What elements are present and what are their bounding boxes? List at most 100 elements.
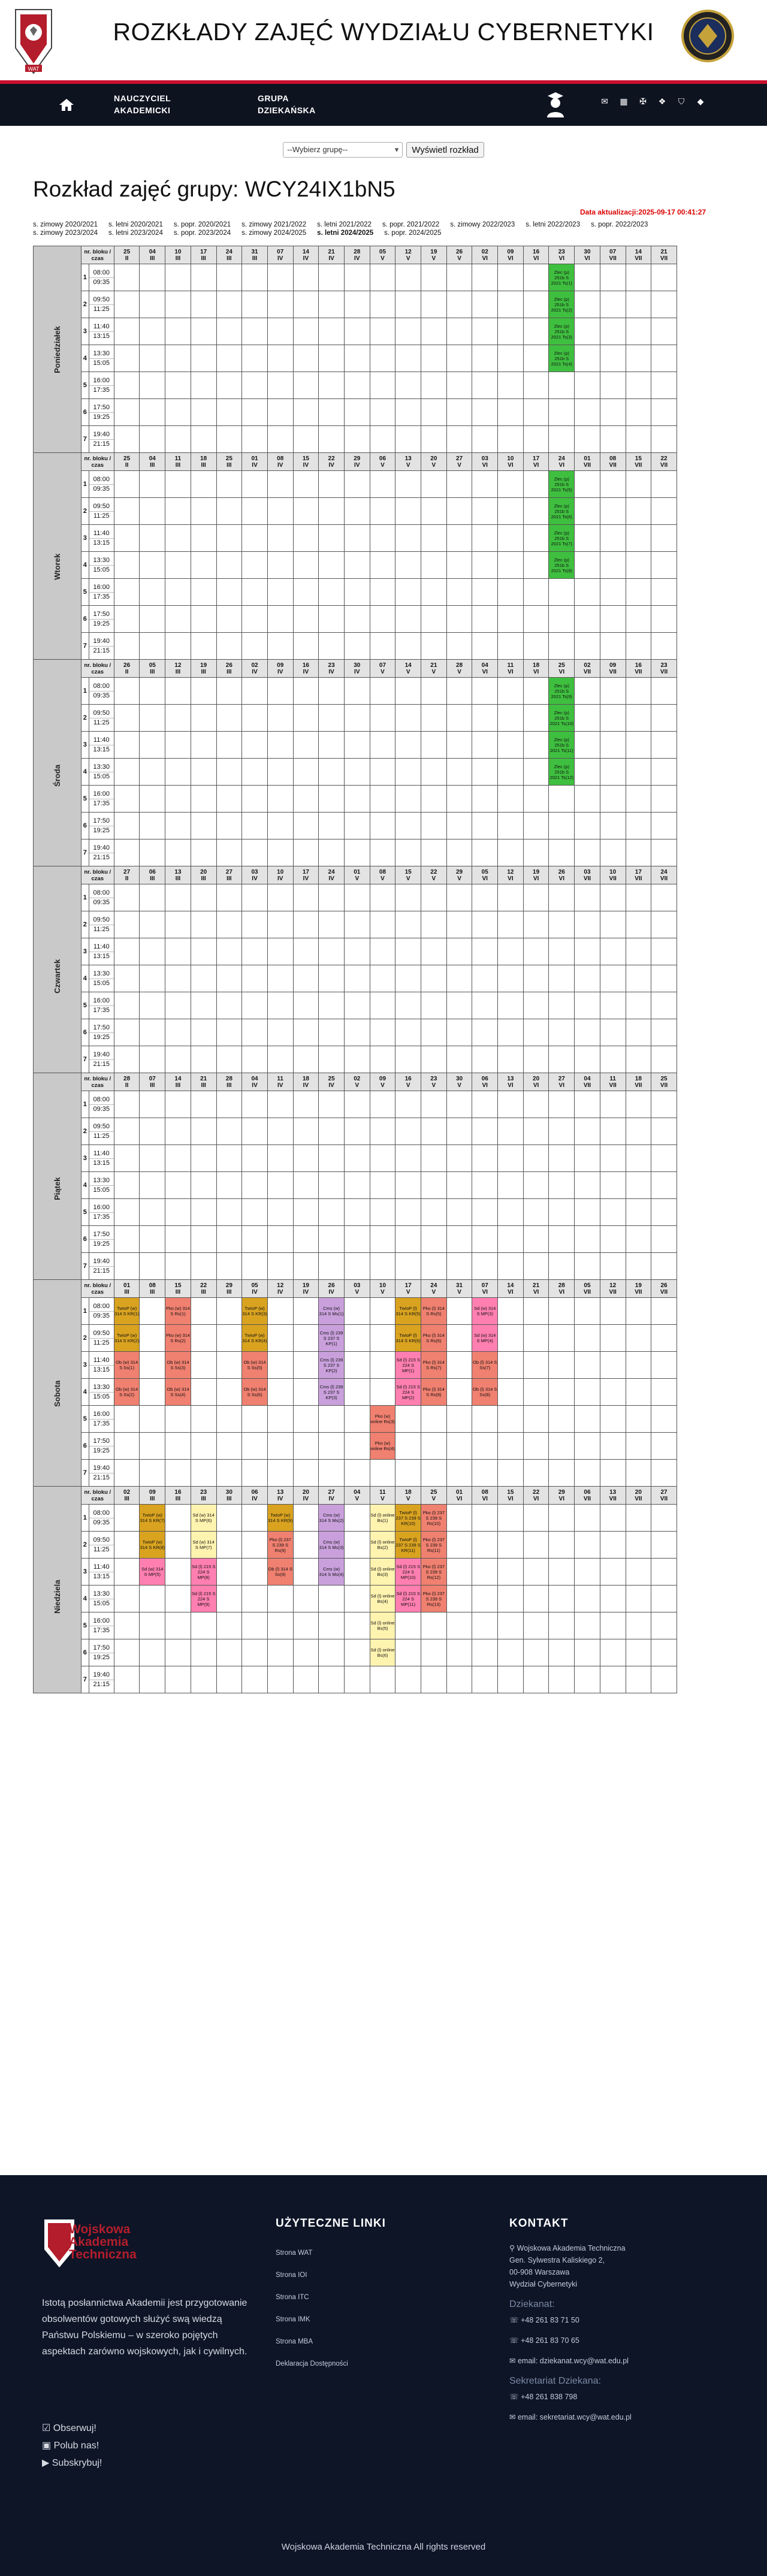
schedule-cell[interactable] bbox=[625, 291, 652, 318]
schedule-cell[interactable] bbox=[165, 264, 191, 291]
schedule-cell[interactable] bbox=[599, 264, 626, 291]
schedule-cell[interactable]: TwIoP (l) 314 S KR(6) bbox=[395, 1324, 421, 1352]
schedule-cell[interactable] bbox=[599, 497, 626, 525]
schedule-cell[interactable] bbox=[165, 551, 191, 579]
schedule-cell[interactable] bbox=[548, 1019, 575, 1046]
schedule-cell[interactable]: Ob (l) 314 S Ss(7) bbox=[472, 1351, 499, 1379]
schedule-cell[interactable] bbox=[395, 578, 421, 606]
schedule-cell[interactable] bbox=[292, 632, 319, 660]
schedule-cell[interactable] bbox=[369, 551, 396, 579]
class-entry[interactable]: Pko (l) 237 S 239 S Rs(9) bbox=[269, 1536, 291, 1553]
schedule-cell[interactable] bbox=[241, 632, 268, 660]
schedule-cell[interactable] bbox=[113, 318, 140, 345]
schedule-cell[interactable] bbox=[497, 785, 524, 813]
schedule-cell[interactable] bbox=[599, 1459, 626, 1487]
schedule-cell[interactable] bbox=[369, 1144, 396, 1172]
schedule-cell[interactable] bbox=[651, 1118, 677, 1145]
schedule-cell[interactable] bbox=[343, 1118, 370, 1145]
schedule-cell[interactable] bbox=[113, 1046, 140, 1073]
schedule-cell[interactable] bbox=[343, 965, 370, 992]
schedule-cell[interactable] bbox=[165, 1585, 191, 1612]
schedule-cell[interactable] bbox=[472, 605, 499, 633]
schedule-cell[interactable] bbox=[625, 1144, 652, 1172]
schedule-cell[interactable] bbox=[472, 1046, 499, 1073]
schedule-cell[interactable] bbox=[599, 425, 626, 453]
user-icon[interactable] bbox=[545, 90, 566, 119]
schedule-cell[interactable] bbox=[651, 605, 677, 633]
schedule-cell[interactable] bbox=[446, 812, 473, 839]
schedule-cell[interactable] bbox=[548, 1531, 575, 1559]
schedule-cell[interactable] bbox=[548, 1666, 575, 1693]
schedule-cell[interactable] bbox=[139, 1612, 166, 1639]
schedule-cell[interactable] bbox=[139, 1378, 166, 1406]
schedule-cell[interactable] bbox=[625, 578, 652, 606]
schedule-cell[interactable] bbox=[369, 1046, 396, 1073]
class-entry[interactable]: Pko (w) online Rs(3) bbox=[370, 1414, 395, 1424]
schedule-cell[interactable] bbox=[599, 1252, 626, 1280]
schedule-cell[interactable] bbox=[599, 839, 626, 866]
schedule-cell[interactable] bbox=[395, 938, 421, 965]
schedule-cell[interactable] bbox=[292, 1351, 319, 1379]
schedule-cell[interactable] bbox=[651, 1585, 677, 1612]
schedule-cell[interactable] bbox=[165, 812, 191, 839]
schedule-cell[interactable] bbox=[625, 1432, 652, 1460]
schedule-cell[interactable] bbox=[139, 785, 166, 813]
schedule-cell[interactable] bbox=[446, 785, 473, 813]
schedule-cell[interactable] bbox=[241, 758, 268, 786]
schedule-cell[interactable]: Zlec (p) 251b S 2021 Ts(9) bbox=[548, 677, 575, 705]
schedule-cell[interactable] bbox=[165, 398, 191, 426]
schedule-cell[interactable] bbox=[523, 318, 549, 345]
schedule-cell[interactable] bbox=[190, 1405, 217, 1433]
schedule-cell[interactable] bbox=[446, 704, 473, 732]
schedule-cell[interactable] bbox=[497, 992, 524, 1019]
schedule-cell[interactable]: Sd (w) 314 S MP(7) bbox=[190, 1531, 217, 1559]
schedule-cell[interactable] bbox=[548, 1198, 575, 1226]
schedule-cell[interactable] bbox=[446, 264, 473, 291]
schedule-cell[interactable] bbox=[113, 704, 140, 732]
schedule-cell[interactable] bbox=[241, 1019, 268, 1046]
schedule-cell[interactable] bbox=[216, 1019, 243, 1046]
schedule-cell[interactable] bbox=[113, 1405, 140, 1433]
schedule-cell[interactable] bbox=[651, 812, 677, 839]
schedule-cell[interactable] bbox=[165, 1046, 191, 1073]
crest-icon[interactable]: ❖ bbox=[658, 96, 666, 106]
schedule-cell[interactable] bbox=[369, 992, 396, 1019]
schedule-cell[interactable]: Pko (l) 314 S Rs(5) bbox=[421, 1297, 447, 1325]
schedule-cell[interactable] bbox=[523, 1666, 549, 1693]
schedule-cell[interactable] bbox=[241, 1558, 268, 1586]
schedule-cell[interactable] bbox=[292, 992, 319, 1019]
class-entry[interactable]: Zlec (p) 251b S 2021 Ts(4) bbox=[551, 350, 572, 367]
schedule-cell[interactable] bbox=[292, 1405, 319, 1433]
schedule-cell[interactable] bbox=[446, 1118, 473, 1145]
schedule-cell[interactable] bbox=[446, 911, 473, 938]
schedule-cell[interactable] bbox=[241, 551, 268, 579]
schedule-cell[interactable]: TwIoP (w) 314 S KR(4) bbox=[241, 1324, 268, 1352]
schedule-cell[interactable] bbox=[267, 497, 294, 525]
schedule-cell[interactable] bbox=[497, 425, 524, 453]
schedule-cell[interactable] bbox=[165, 578, 191, 606]
schedule-cell[interactable] bbox=[446, 1019, 473, 1046]
schedule-cell[interactable] bbox=[599, 1612, 626, 1639]
schedule-cell[interactable] bbox=[216, 1612, 243, 1639]
schedule-cell[interactable] bbox=[190, 318, 217, 345]
schedule-cell[interactable] bbox=[241, 318, 268, 345]
schedule-cell[interactable] bbox=[574, 1531, 600, 1559]
schedule-cell[interactable] bbox=[165, 911, 191, 938]
schedule-cell[interactable] bbox=[446, 731, 473, 759]
schedule-cell[interactable] bbox=[113, 372, 140, 399]
schedule-cell[interactable] bbox=[241, 291, 268, 318]
schedule-cell[interactable] bbox=[523, 1639, 549, 1666]
class-entry[interactable]: Ob (w) 314 S Ss(3) bbox=[167, 1360, 189, 1370]
class-entry[interactable]: Sd (l) 215 S 224 S MP(10) bbox=[396, 1563, 420, 1580]
schedule-cell[interactable] bbox=[523, 1432, 549, 1460]
schedule-cell[interactable] bbox=[574, 398, 600, 426]
schedule-cell[interactable] bbox=[165, 1225, 191, 1253]
dean-phone-2[interactable]: ☏ +48 261 83 70 65 bbox=[509, 2336, 579, 2345]
schedule-cell[interactable] bbox=[369, 497, 396, 525]
schedule-cell[interactable] bbox=[421, 884, 447, 911]
schedule-cell[interactable] bbox=[190, 524, 217, 552]
schedule-cell[interactable] bbox=[523, 605, 549, 633]
class-entry[interactable]: Zlec (p) 251b S 2021 Ts(1) bbox=[551, 269, 572, 286]
schedule-cell[interactable] bbox=[421, 938, 447, 965]
schedule-cell[interactable] bbox=[267, 1432, 294, 1460]
